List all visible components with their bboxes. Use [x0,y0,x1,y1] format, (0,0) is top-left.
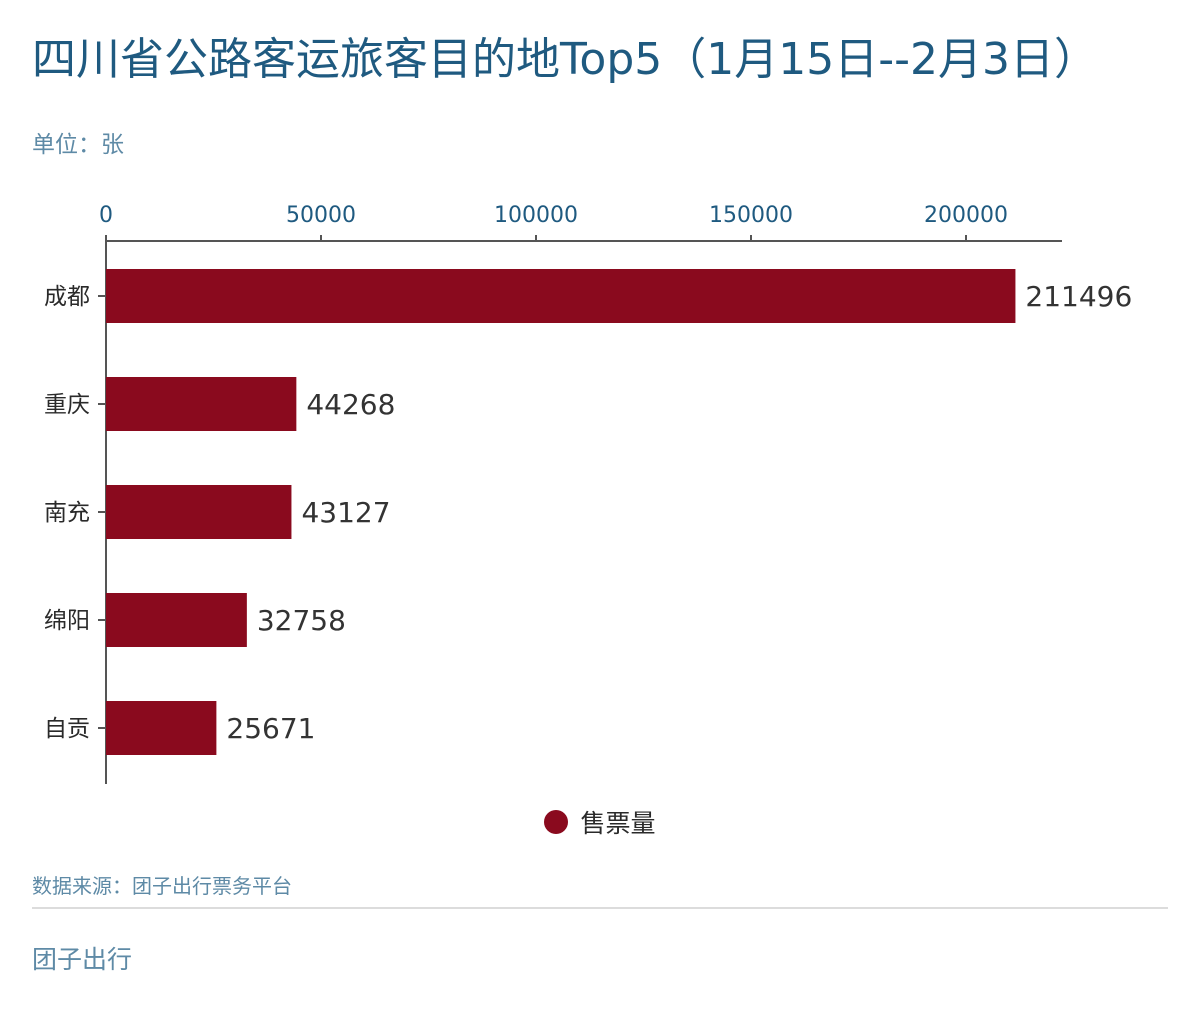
legend[interactable]: 售票量 [0,804,1200,840]
category-label: 成都 [44,284,90,310]
data-label: 44268 [306,388,395,421]
x-tick-label: 150000 [709,203,793,228]
category-label: 绵阳 [44,608,90,634]
legend-swatch [544,810,569,834]
legend-label: 售票量 [580,809,656,838]
category-label: 南充 [44,500,90,526]
data-label: 211496 [1025,280,1132,313]
data-label: 32758 [257,604,346,637]
divider [32,907,1168,909]
category-label: 重庆 [44,392,90,418]
brand-name: 团子出行 [32,945,133,974]
bar-绵阳[interactable] [106,593,247,647]
x-tick-label: 100000 [494,203,578,228]
data-source: 数据来源：团子出行票务平台 [32,874,292,898]
data-label: 43127 [301,496,390,529]
chart-title: 四川省公路客运旅客目的地Top5（1月15日--2月3日） [32,34,1098,85]
category-label: 自贡 [44,716,90,742]
x-tick-label: 0 [99,203,113,228]
data-label: 25671 [226,712,315,745]
bar-南充[interactable] [106,485,292,539]
bar-成都[interactable] [106,269,1016,323]
bar-重庆[interactable] [106,377,297,431]
x-tick-label: 50000 [286,203,356,228]
x-tick-label: 200000 [924,203,1008,228]
bar-自贡[interactable] [106,701,217,755]
unit-label: 单位：张 [32,132,124,158]
bar-chart: 0 50000 100000 150000 200000 成都 211496 重庆 44268 南… [44,203,1132,784]
